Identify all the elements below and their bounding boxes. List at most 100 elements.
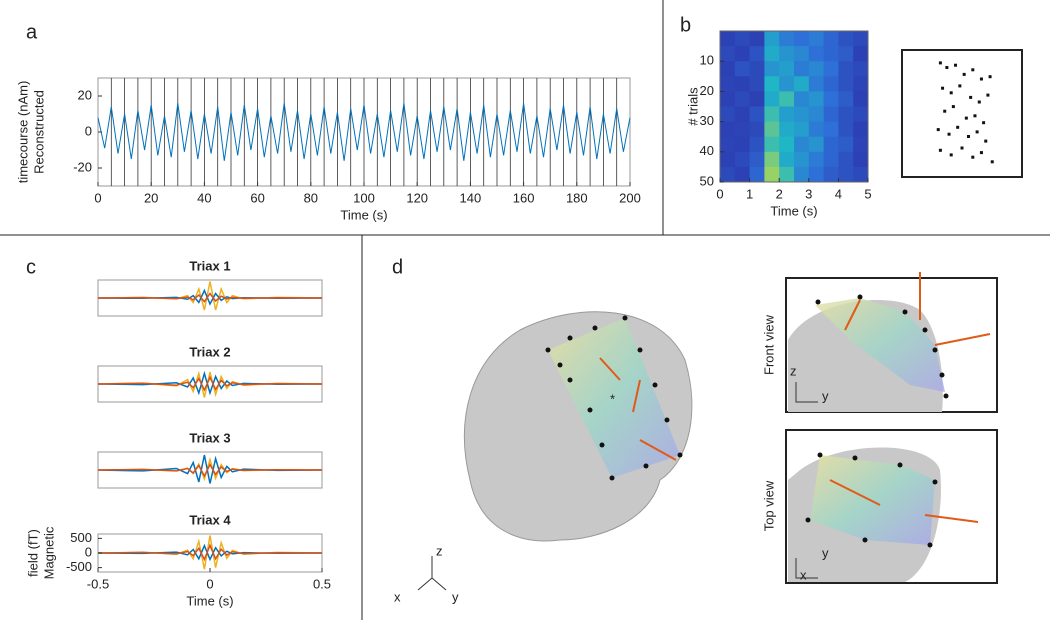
- heatmap-cell: [764, 106, 780, 123]
- series-line: [97, 543, 323, 562]
- heatmap-cell: [808, 136, 825, 153]
- heatmap-cell: [779, 151, 795, 168]
- raster-dot: [943, 109, 947, 113]
- view-axis: y: [822, 545, 829, 560]
- heatmap-cell: [764, 136, 780, 153]
- heatmap-cell: [749, 76, 765, 92]
- heatmap-cell: [838, 91, 854, 107]
- heatmap-cell: [720, 106, 736, 123]
- x-tick-label: 0: [716, 186, 723, 201]
- raster-dot: [973, 114, 977, 118]
- panel-label: d: [392, 256, 403, 278]
- plot-box: [719, 30, 869, 183]
- heatmap-cell: [808, 76, 825, 92]
- heatmap-cell: [764, 151, 780, 168]
- heatmap-cell: [720, 166, 736, 183]
- raster-dot: [984, 139, 988, 143]
- heatmap-cell: [838, 106, 854, 123]
- y-tick-label: 20: [700, 83, 714, 98]
- heatmap-cell: [764, 121, 780, 138]
- x-tick-label: 5: [864, 186, 871, 201]
- raster-dot: [962, 72, 966, 76]
- head-illustration: *: [464, 311, 693, 542]
- axis-letter: y: [452, 589, 459, 604]
- heatmap-cell: [808, 61, 825, 77]
- raster-dot: [975, 130, 979, 134]
- raster-dot: [951, 105, 955, 109]
- heatmap-cell: [823, 166, 839, 183]
- heatmap-cell: [853, 61, 869, 77]
- heatmap-cell: [749, 166, 765, 183]
- heatmap-cell: [823, 151, 839, 168]
- raster-dot: [966, 135, 970, 138]
- heatmap-cell: [823, 46, 839, 62]
- heatmap-cell: [749, 151, 765, 168]
- heatmap-cell: [734, 61, 751, 77]
- y-tick-label: 20: [78, 87, 92, 102]
- heatmap-cell: [838, 166, 854, 183]
- panel-label: c: [26, 256, 36, 278]
- x-tick-label: 180: [566, 190, 588, 205]
- x-tick-label: 80: [304, 190, 318, 205]
- y-axis-label: # trials: [685, 87, 700, 126]
- y-axis-label: Magnetic: [41, 526, 56, 579]
- heatmap-cell: [853, 121, 869, 138]
- raster-dot: [954, 63, 958, 67]
- heatmap-cell: [794, 46, 810, 62]
- axis-letter: z: [436, 543, 443, 558]
- raster-dot: [949, 91, 953, 95]
- x-tick-label: 20: [144, 190, 158, 205]
- raster-dot: [960, 146, 964, 150]
- heatmap-cell: [808, 106, 825, 123]
- raster-dot: [938, 148, 942, 152]
- raster-dot: [945, 66, 949, 69]
- x-tick-label: 200: [619, 190, 641, 205]
- heatmap-cell: [749, 91, 765, 107]
- heatmap-cell: [823, 106, 839, 123]
- heatmap-cell: [779, 61, 795, 77]
- raster-dot: [990, 160, 994, 164]
- y-axis-label: timecourse (nAm): [15, 81, 30, 184]
- heatmap-cell: [853, 151, 869, 168]
- heatmap-cell: [794, 151, 810, 168]
- heatmap-cell: [853, 136, 869, 153]
- x-tick-label: 160: [513, 190, 535, 205]
- heatmap-cell: [808, 31, 825, 47]
- heatmap-cell: [779, 76, 795, 92]
- heatmap-cell: [823, 76, 839, 92]
- heatmap-cell: [749, 136, 765, 153]
- raster-dot: [949, 153, 953, 157]
- raster-dot: [956, 125, 960, 129]
- x-tick-label: 120: [406, 190, 428, 205]
- view-axis: z: [790, 363, 797, 378]
- heatmap-cell: [794, 136, 810, 153]
- series-line: [97, 292, 323, 303]
- heatmap-cell: [794, 106, 810, 123]
- raster-dot: [947, 132, 951, 136]
- heatmap-cell: [734, 31, 751, 47]
- chart-title: Triax 1: [189, 258, 230, 273]
- raster-dot: [979, 77, 983, 81]
- heatmap-cell: [720, 46, 736, 62]
- front-view: [788, 272, 991, 412]
- heatmap-cell: [853, 31, 869, 47]
- y-tick-label: 10: [700, 53, 714, 68]
- heatmap-cell: [823, 91, 839, 107]
- heatmap-cell: [734, 91, 751, 107]
- raster-dot: [979, 151, 983, 155]
- raster-dot: [988, 75, 992, 79]
- heatmap-cell: [764, 61, 780, 77]
- heatmap-cell: [779, 91, 795, 107]
- series-line: [97, 375, 323, 392]
- heatmap-cell: [853, 76, 869, 92]
- raster-dot: [941, 86, 945, 90]
- x-tick-label: 100: [353, 190, 375, 205]
- x-axis-label: Time (s): [770, 203, 817, 218]
- heatmap-cell: [720, 121, 736, 138]
- view-title: Front view: [761, 314, 776, 375]
- heatmap-cell: [764, 31, 780, 47]
- heatmap-cell: [734, 76, 751, 92]
- y-axis-label: Reconstructed: [31, 90, 46, 174]
- x-tick-label: 0: [94, 190, 101, 205]
- y-tick-label: 40: [700, 143, 714, 158]
